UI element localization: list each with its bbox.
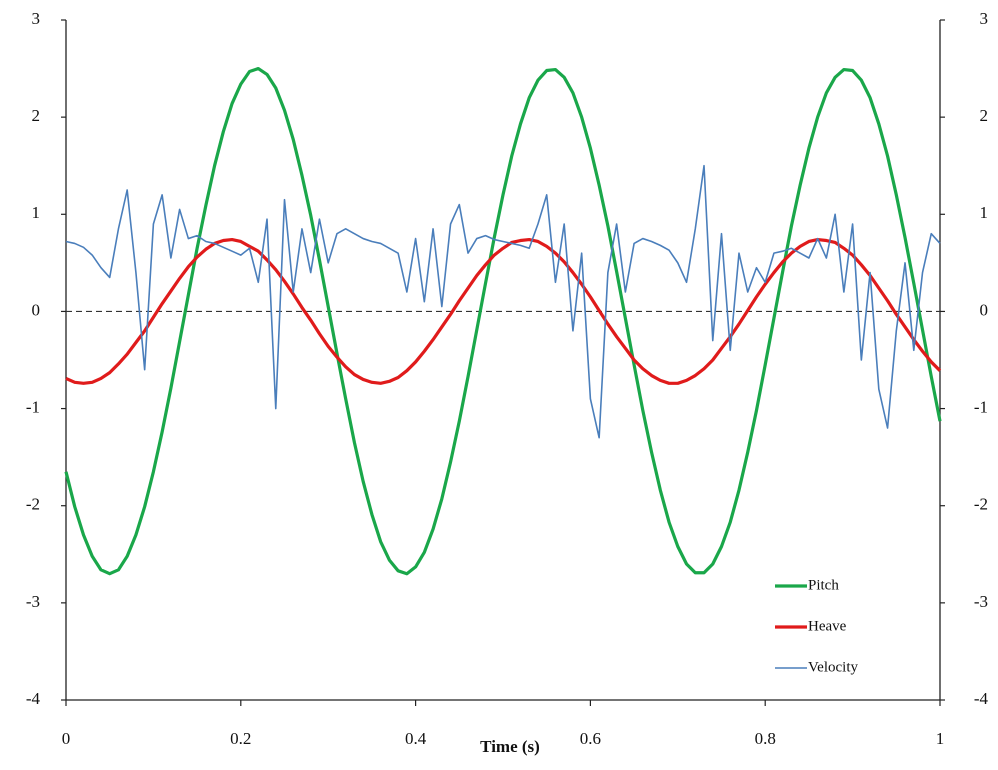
y2-tick-label: -4 <box>974 689 989 708</box>
x-tick-label: 0.2 <box>230 729 251 748</box>
x-tick-label: 0.8 <box>755 729 776 748</box>
series-line <box>65 164 941 439</box>
x-tick-label: 0.4 <box>405 729 427 748</box>
series-line <box>64 66 942 576</box>
y2-tick-label: 3 <box>980 9 989 28</box>
y-tick-label: -1 <box>26 397 40 416</box>
y-tick-label: 0 <box>32 300 41 319</box>
x-tick-label: 1 <box>936 729 945 748</box>
x-tick-label: 0.6 <box>580 729 601 748</box>
y2-tick-label: -3 <box>974 592 988 611</box>
x-tick-label: 0 <box>62 729 71 748</box>
legend-label: Velocity <box>808 659 858 675</box>
y2-tick-label: -1 <box>974 397 988 416</box>
y-tick-label: 1 <box>32 203 41 222</box>
y-tick-label: 2 <box>32 106 41 125</box>
y-tick-label: 3 <box>32 9 41 28</box>
legend-label: Heave <box>808 618 847 634</box>
legend-label: Pitch <box>808 577 839 593</box>
y2-tick-label: 1 <box>980 203 989 222</box>
y-tick-label: -3 <box>26 592 40 611</box>
x-axis-title: Time (s) <box>480 737 540 756</box>
y-tick-label: -4 <box>26 689 41 708</box>
legend: Pitch Heave Velocity <box>775 577 858 675</box>
y2-tick-label: 2 <box>980 106 989 125</box>
y-tick-label: -2 <box>26 495 40 514</box>
y2-tick-label: 0 <box>980 300 989 319</box>
series-line <box>65 237 942 385</box>
y2-tick-label: -2 <box>974 495 988 514</box>
